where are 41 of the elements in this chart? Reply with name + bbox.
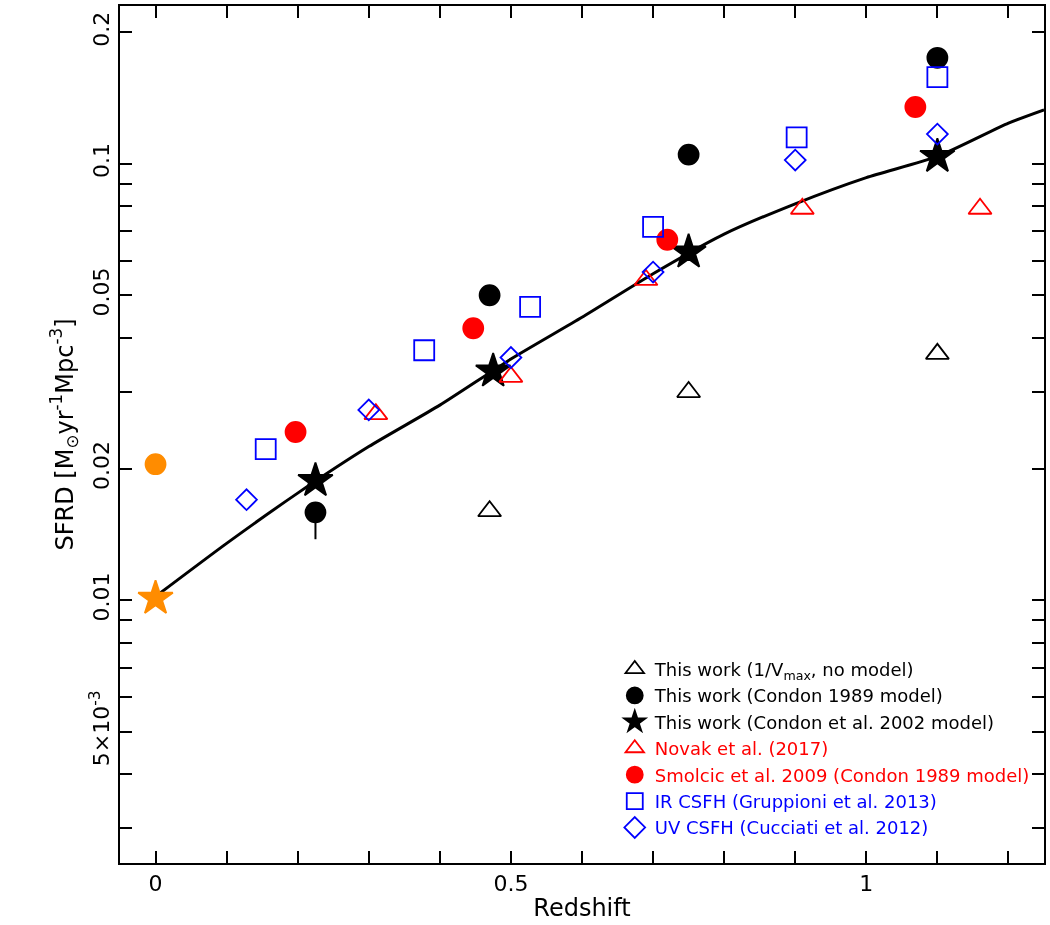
point xyxy=(926,46,949,69)
point xyxy=(499,346,523,369)
x-tick-label: 0.5 xyxy=(493,871,529,897)
point xyxy=(144,453,167,476)
point xyxy=(137,579,174,614)
y-tick-label: 0.1 xyxy=(89,143,115,179)
point xyxy=(926,66,949,89)
point xyxy=(642,216,664,238)
point xyxy=(413,339,436,362)
y-tick-label: 0.2 xyxy=(89,11,115,47)
point xyxy=(785,126,808,149)
point xyxy=(304,501,327,524)
point xyxy=(677,143,700,166)
y-tick-label: 0.01 xyxy=(89,572,115,622)
point xyxy=(462,317,485,340)
legend-label: Smolcic et al. 2009 (Condon 1989 model) xyxy=(654,764,1030,786)
point xyxy=(519,296,542,318)
point xyxy=(235,488,258,511)
legend-label: UV CSFH (Cucciati et al. 2012) xyxy=(654,817,929,839)
point xyxy=(297,461,334,497)
y-tick-label: 0.02 xyxy=(89,441,115,491)
x-axis-title: Redshift xyxy=(533,894,631,923)
point xyxy=(904,96,927,118)
legend-label: This work (1/V$_{max}$, no model) xyxy=(653,659,914,683)
point xyxy=(478,284,501,307)
point xyxy=(641,260,665,284)
legend-label: Novak et al. (2017) xyxy=(654,738,829,760)
y-tick-label: 0.05 xyxy=(89,267,115,317)
x-tick-label: 1 xyxy=(859,871,874,897)
x-tick-label: 0 xyxy=(148,871,163,897)
point xyxy=(926,122,949,146)
legend-label: This work (Condon et al. 2002 model) xyxy=(653,711,995,733)
legend-label: IR CSFH (Gruppioni et al. 2013) xyxy=(654,791,937,813)
legend-label: This work (Condon 1989 model) xyxy=(653,685,943,707)
point xyxy=(919,137,956,173)
point xyxy=(783,148,807,172)
point xyxy=(656,228,679,251)
point xyxy=(284,421,307,443)
point xyxy=(254,438,277,461)
point xyxy=(474,352,512,387)
point xyxy=(357,398,381,422)
